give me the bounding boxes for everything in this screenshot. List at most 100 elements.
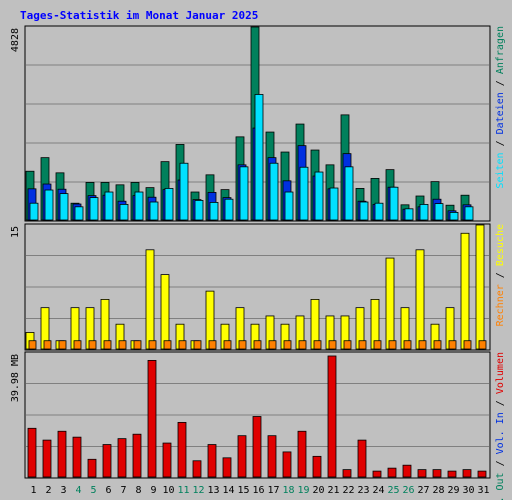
legend-item: Volumen	[495, 352, 506, 394]
bar-seiten-day-10	[164, 188, 174, 221]
bar-seiten-day-23	[359, 201, 369, 221]
day-label-2: 2	[45, 485, 51, 496]
bar-volumen-day-8	[132, 433, 142, 478]
day-label-30: 30	[462, 485, 474, 496]
volume-max-label: 39.98 MB	[10, 354, 21, 402]
bar-seiten-day-12	[194, 200, 204, 221]
hits-max-label: 4828	[10, 28, 21, 52]
bar-seiten-day-13	[209, 202, 219, 221]
bar-rechner-day-5	[88, 340, 97, 350]
legend-item: Besuche	[495, 224, 506, 266]
bar-rechner-day-4	[73, 340, 82, 350]
bar-seiten-day-5	[89, 197, 99, 221]
chart-title: Tages-Statistik im Monat Januar 2025	[20, 9, 258, 22]
bar-rechner-day-29	[448, 340, 457, 350]
bar-rechner-day-26	[403, 340, 412, 350]
bar-volumen-day-13	[207, 444, 217, 478]
hits-panel: 4828 Seiten / Dateien / Anfragen	[10, 25, 506, 222]
bar-besuche-day-9	[145, 249, 155, 350]
bar-rechner-day-15	[238, 340, 247, 350]
legend-separator: /	[495, 394, 506, 412]
bar-rechner-day-27	[418, 340, 427, 350]
day-label-27: 27	[417, 485, 429, 496]
bar-volumen-day-15	[237, 435, 247, 478]
day-label-26: 26	[402, 485, 414, 496]
bar-seiten-day-3	[59, 193, 69, 221]
bar-seiten-day-20	[314, 171, 324, 221]
bar-seiten-day-17	[269, 162, 279, 221]
bar-volumen-day-30	[462, 469, 472, 478]
legend-item: Seiten	[495, 152, 506, 188]
bar-rechner-day-3	[58, 340, 67, 350]
bar-volumen-day-16	[252, 416, 262, 478]
day-label-5: 5	[90, 485, 96, 496]
bar-seiten-day-8	[134, 191, 144, 221]
day-label-28: 28	[432, 485, 444, 496]
visits-panel: 15 Rechner / Besuche	[10, 223, 506, 351]
legend-item: Vol. Out	[495, 472, 506, 500]
bar-seiten-day-30	[464, 206, 474, 221]
bar-seiten-day-4	[74, 206, 84, 221]
x-axis-day-labels: 1 2 3 4 5 6 7 8 9 10 11 12 13 14 15 16 17 18 19 20 21 22 23 24 2…	[30, 485, 489, 496]
bar-rechner-day-21	[328, 340, 337, 350]
bar-rechner-day-18	[283, 340, 292, 350]
bar-volumen-day-14	[222, 457, 232, 478]
volume-legend: Vol. Out / Vol. In / Volumen	[495, 352, 506, 500]
day-label-19: 19	[297, 485, 309, 496]
bar-rechner-day-16	[253, 340, 262, 350]
bar-seiten-day-14	[224, 198, 234, 221]
day-label-11: 11	[177, 485, 189, 496]
bar-volumen-day-6	[102, 444, 112, 478]
day-label-18: 18	[282, 485, 294, 496]
bar-rechner-day-9	[148, 340, 157, 350]
bar-besuche-day-30	[460, 232, 470, 350]
bar-seiten-day-2	[44, 189, 54, 221]
bar-seiten-day-7	[119, 204, 129, 221]
bar-rechner-day-12	[193, 340, 202, 350]
bar-volumen-day-3	[57, 430, 67, 478]
legend-item: Dateien	[495, 92, 506, 134]
bar-seiten-day-22	[344, 166, 354, 221]
bar-seiten-day-27	[419, 204, 429, 221]
bar-seiten-day-21	[329, 187, 339, 221]
bar-seiten-day-11	[179, 162, 189, 221]
bar-volumen-day-26	[402, 464, 412, 478]
day-label-6: 6	[105, 485, 111, 496]
bar-volumen-day-20	[312, 455, 322, 478]
day-label-12: 12	[192, 485, 204, 496]
legend-item: Vol. In	[495, 412, 506, 454]
bar-seiten-day-24	[374, 202, 384, 221]
bar-besuche-day-25	[385, 257, 395, 350]
bar-rechner-day-10	[163, 340, 172, 350]
bar-volumen-day-24	[372, 470, 382, 478]
bar-rechner-day-20	[313, 340, 322, 350]
bar-volumen-day-1	[27, 427, 37, 478]
bar-volumen-day-10	[162, 442, 172, 478]
day-label-3: 3	[60, 485, 66, 496]
bar-rechner-day-11	[178, 340, 187, 350]
bar-besuche-day-10	[160, 274, 170, 350]
day-label-1: 1	[30, 485, 36, 496]
legend-separator: /	[495, 266, 506, 284]
bar-rechner-day-23	[358, 340, 367, 350]
bar-rechner-day-19	[298, 340, 307, 350]
bar-rechner-day-7	[118, 340, 127, 350]
legend-separator: /	[495, 134, 506, 152]
bar-volumen-day-29	[447, 470, 457, 478]
day-label-31: 31	[477, 485, 489, 496]
bar-rechner-day-17	[268, 340, 277, 350]
bar-volumen-day-27	[417, 469, 427, 478]
legend-item: Anfragen	[495, 26, 506, 74]
hits-legend: Seiten / Dateien / Anfragen	[495, 26, 506, 189]
bar-rechner-day-30	[463, 340, 472, 350]
bar-rechner-day-1	[28, 340, 37, 350]
legend-item: Rechner	[495, 284, 506, 326]
legend-separator: /	[495, 74, 506, 92]
bar-seiten-day-1	[29, 202, 39, 221]
bar-volumen-day-28	[432, 469, 442, 478]
bar-volumen-day-19	[297, 430, 307, 478]
bar-besuche-day-31	[475, 224, 485, 350]
bar-seiten-day-9	[149, 201, 159, 221]
bar-volumen-day-22	[342, 469, 352, 478]
